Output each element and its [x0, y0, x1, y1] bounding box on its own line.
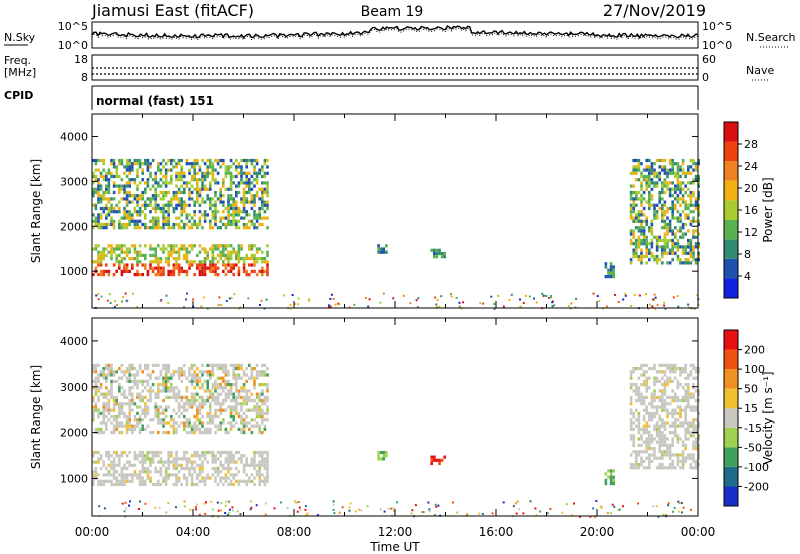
y-tick-label: 2000	[60, 427, 88, 440]
colorbar-tick-label: 200	[744, 344, 765, 357]
noise-right-label: N.Search	[746, 31, 796, 44]
freq-label-1: Freq.	[4, 54, 31, 67]
x-tick-label: 04:00	[176, 525, 211, 539]
echo-region	[604, 262, 615, 279]
freq-panel: 18 8 Freq. [MHz] 60 0 Nave	[4, 53, 774, 84]
colorbar-swatch	[724, 349, 738, 370]
y-tick-label: 3000	[60, 381, 88, 394]
echo-region	[92, 450, 269, 487]
echo-region	[92, 363, 269, 435]
power-panel: 4000 3000 2000 1000 Slant Range [km]	[29, 113, 700, 310]
cpid-value: normal (fast) 151	[96, 94, 214, 108]
colorbar-swatch	[724, 486, 738, 506]
colorbar-swatch	[724, 278, 738, 298]
colorbar-swatch	[724, 122, 738, 142]
y-tick-label: 1000	[60, 265, 88, 278]
colorbar-tick-label: 28	[744, 138, 758, 151]
colorbar-swatch	[724, 200, 738, 220]
nave-label: Nave	[746, 64, 774, 77]
colorbar-swatch	[724, 427, 738, 448]
noise-left-tick-bottom: 10^0	[58, 39, 88, 52]
y-tick-label: 2000	[60, 220, 88, 233]
date-title: 27/Nov/2019	[603, 1, 706, 20]
colorbar-tick-label: -200	[744, 480, 769, 493]
colorbar-swatch	[724, 161, 738, 181]
x-tick-label: 00:00	[681, 525, 716, 539]
nave-tick-top: 60	[702, 53, 716, 66]
echo-region	[92, 244, 269, 277]
colorbar-tick-label: 16	[744, 204, 758, 217]
colorbar-swatch	[724, 330, 738, 350]
colorbar-swatch	[724, 239, 738, 259]
freq-tick-bottom: 8	[81, 71, 88, 84]
x-tick-label: 20:00	[580, 525, 615, 539]
colorbar-swatch	[724, 258, 738, 279]
nave-tick-bottom: 0	[702, 71, 709, 84]
velocity-colorbar: 200 100 50 15 -15 -50 -100 -200 Velocity [m s⁻¹…	[723, 329, 775, 507]
colorbar-tick-label: 8	[744, 248, 751, 261]
freq-label-2: [MHz]	[4, 66, 36, 79]
xlabel: Time UT	[369, 540, 420, 554]
power-colorbar-label: Power [dB]	[761, 177, 775, 242]
echo-region	[430, 455, 446, 466]
velocity-panel: 4000 3000 2000 1000 Slant Range [km]	[29, 317, 700, 518]
colorbar-swatch	[724, 219, 738, 240]
colorbar-tick-label: 50	[744, 383, 758, 396]
colorbar-swatch	[724, 466, 738, 487]
echo-region	[377, 244, 388, 254]
noise-left-label: N.Sky	[4, 31, 36, 44]
colorbar-swatch	[724, 369, 738, 389]
echo-region	[629, 158, 700, 265]
power-echoes	[92, 158, 700, 310]
x-tick-label: 12:00	[378, 525, 413, 539]
time-axis: 00:00 04:00 08:00 12:00 16:00 20:00 00:00	[75, 525, 716, 539]
colorbar-tick-label: -100	[744, 461, 769, 474]
y-tick-label: 4000	[60, 335, 88, 348]
y-tick-label: 3000	[60, 175, 88, 188]
echo-region	[430, 248, 446, 259]
colorbar-tick-label: -15	[744, 422, 762, 435]
noise-sky-line	[91, 25, 699, 39]
power-ylabel: Slant Range [km]	[29, 159, 43, 263]
colorbar-tick-label: 24	[744, 160, 758, 173]
beam-title: Beam 19	[361, 4, 424, 20]
colorbar-swatch	[724, 447, 738, 467]
colorbar-swatch	[724, 180, 738, 201]
colorbar-tick-label: 15	[744, 402, 758, 415]
colorbar-tick-label: 20	[744, 182, 758, 195]
noise-panel: 10^5 10^0 N.Sky 10^5 10^0 N.Search	[4, 20, 796, 52]
noise-right-tick-top: 10^5	[702, 20, 732, 33]
colorbar-swatch	[724, 388, 738, 409]
noise-search-line	[91, 27, 699, 41]
x-tick-label: 00:00	[75, 525, 110, 539]
x-tick-label: 16:00	[479, 525, 514, 539]
noise-right-tick-bottom: 10^0	[702, 39, 732, 52]
colorbar-tick-label: 100	[744, 363, 765, 376]
echo-region	[604, 469, 615, 486]
velocity-colorbar-label: Velocity [m s⁻¹]	[761, 371, 775, 464]
echo-region	[92, 158, 269, 230]
colorbar-swatch	[724, 408, 738, 428]
velocity-ylabel: Slant Range [km]	[29, 365, 43, 469]
colorbar-swatch	[724, 141, 738, 162]
colorbar-tick-label: 4	[744, 270, 751, 283]
freq-tick-top: 18	[74, 53, 88, 66]
velocity-echoes	[92, 363, 700, 518]
noise-left-tick-top: 10^5	[58, 20, 88, 33]
colorbar-tick-label: 12	[744, 226, 758, 239]
y-tick-label: 4000	[60, 130, 88, 143]
echo-region	[629, 363, 700, 470]
x-tick-label: 08:00	[277, 525, 312, 539]
power-colorbar: 28 24 20 16 12 8 4 Power [dB]	[723, 121, 775, 299]
y-tick-label: 1000	[60, 472, 88, 485]
near-range-scatter	[94, 292, 700, 310]
cpid-label: CPID	[4, 89, 33, 102]
colorbar-tick-label: -50	[744, 441, 762, 454]
station-title: Jiamusi East (fitACF)	[91, 1, 254, 20]
echo-region	[377, 450, 388, 461]
